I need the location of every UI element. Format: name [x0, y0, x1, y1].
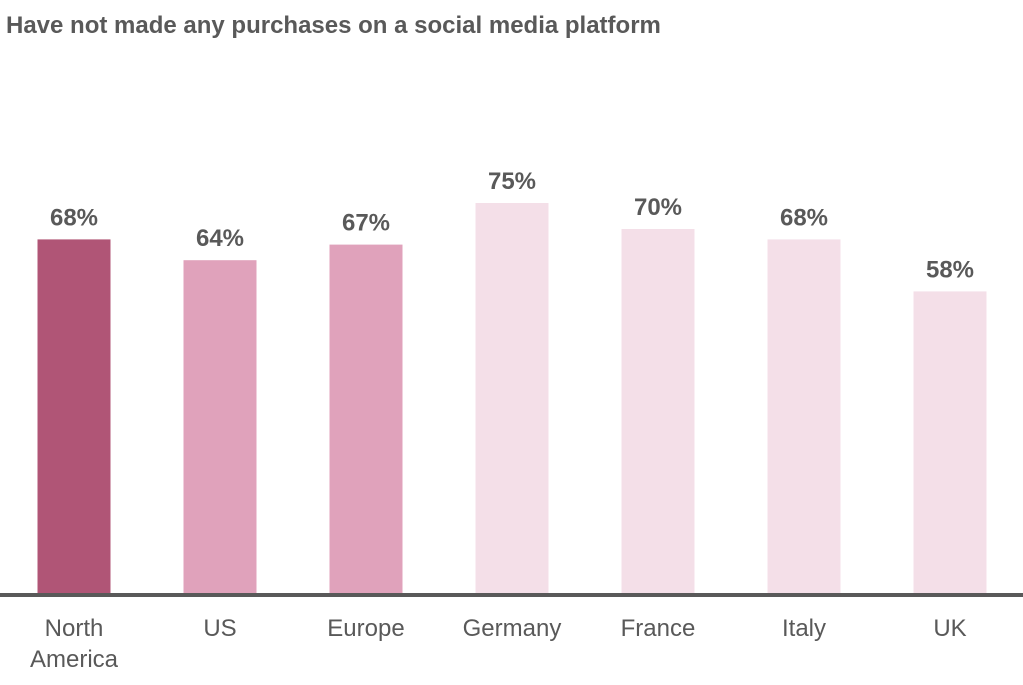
bar — [913, 291, 987, 593]
bar-value-label: 64% — [196, 225, 244, 252]
value-labels-layer: 68% 64% 67% 75% 70% 68% 58% — [50, 168, 974, 283]
category-label: Europe — [327, 615, 404, 642]
chart-title: Have not made any purchases on a social … — [6, 12, 661, 39]
bar-value-label: 75% — [488, 168, 536, 195]
bar-value-label: 68% — [780, 204, 828, 231]
bar — [621, 229, 695, 593]
category-label: Germany — [463, 615, 562, 642]
category-label: Italy — [782, 615, 826, 642]
bar-value-label: 70% — [634, 194, 682, 221]
bar-value-label: 68% — [50, 204, 98, 231]
category-label: US — [203, 615, 236, 642]
category-label: UK — [933, 615, 966, 642]
bars-layer — [37, 203, 987, 593]
bar — [37, 239, 111, 593]
category-labels-layer: North America US Europe Germany France Italy UK — [30, 615, 967, 673]
bar — [183, 260, 257, 593]
bar-value-label: 58% — [926, 256, 974, 283]
bar — [475, 203, 549, 593]
bar — [329, 244, 403, 593]
category-label: France — [621, 615, 696, 642]
category-label: America — [30, 646, 119, 673]
bar-value-label: 67% — [342, 210, 390, 237]
bar — [767, 239, 841, 593]
category-label: North — [45, 615, 104, 642]
